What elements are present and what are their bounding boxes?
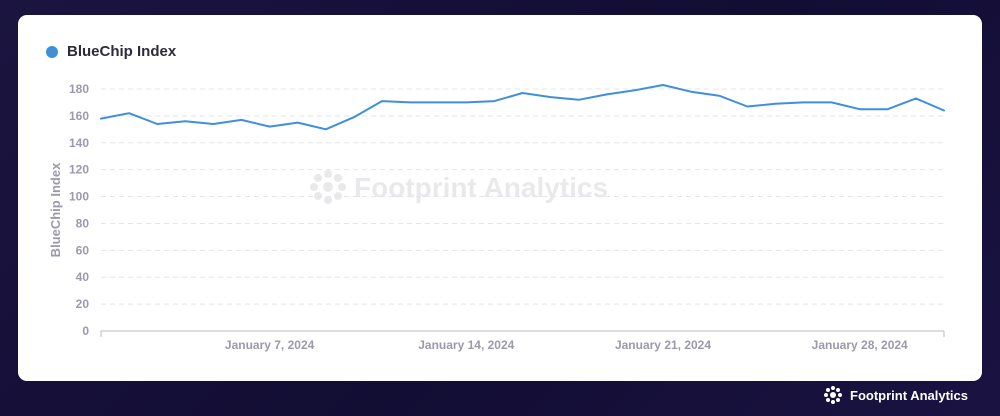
y-tick-label: 100 [69, 190, 89, 204]
y-tick-label: 80 [76, 216, 90, 230]
line-chart: Footprint Analytics 0 20 40 60 80 100 120 140 160… [48, 82, 945, 352]
footer-brand-label: Footprint Analytics [850, 387, 968, 403]
legend-marker [46, 45, 58, 58]
x-tick-label: January 28, 2024 [812, 338, 908, 352]
watermark: Footprint Analytics [310, 170, 608, 204]
footer-brand: Footprint Analytics [822, 384, 968, 406]
y-axis-title: BlueChip Index [48, 162, 63, 257]
chart-legend[interactable]: BlueChip Index [46, 43, 176, 60]
x-tick-label: January 14, 2024 [418, 338, 514, 352]
y-tick-label: 180 [69, 82, 89, 96]
legend-label: BlueChip Index [67, 43, 177, 60]
y-tick-label: 160 [69, 109, 89, 123]
y-tick-label: 120 [69, 163, 89, 177]
x-tick-label: January 21, 2024 [615, 338, 711, 352]
x-tick-label: January 7, 2024 [225, 338, 315, 352]
footprint-logo-icon [824, 386, 843, 404]
y-tick-label: 40 [76, 270, 90, 284]
y-tick-label: 60 [76, 243, 90, 257]
chart-card: BlueChip Index Footprint Analytics 0 20 40 6… [18, 15, 982, 381]
y-tick-label: 20 [76, 297, 90, 311]
y-tick-label: 0 [82, 324, 89, 338]
svg-text:Footprint Analytics: Footprint Analytics [354, 172, 608, 203]
series-line [100, 84, 945, 131]
y-tick-label: 140 [69, 136, 89, 150]
